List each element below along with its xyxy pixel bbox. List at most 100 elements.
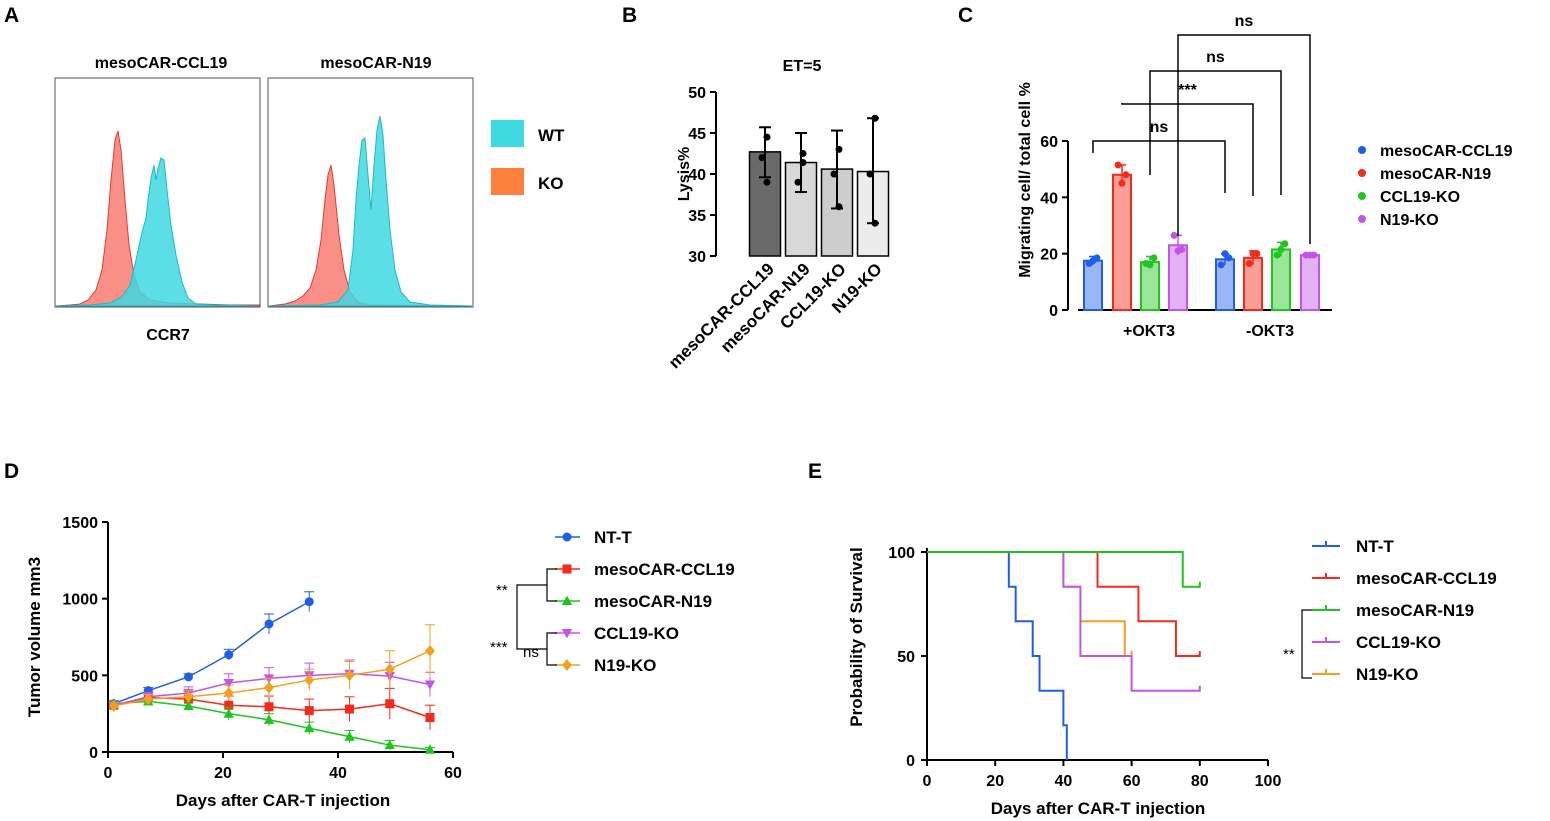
data-point bbox=[223, 708, 234, 718]
bar bbox=[1140, 261, 1160, 312]
data-point bbox=[224, 700, 234, 710]
panel-a-histograms: mesoCAR-CCL19 mesoCAR-N19 CCR7 WT KO bbox=[54, 55, 565, 344]
data-point bbox=[108, 700, 119, 712]
significance-bracket bbox=[1092, 140, 1226, 193]
x-tick-label: 100 bbox=[1255, 773, 1282, 790]
legend-marker bbox=[1358, 192, 1366, 200]
data-point bbox=[799, 150, 807, 157]
data-point bbox=[1273, 251, 1281, 259]
legend-label: NT-T bbox=[1356, 537, 1394, 556]
x-tick-label: 20 bbox=[214, 765, 232, 782]
y-tick-label: 1500 bbox=[62, 515, 98, 532]
y-tick-label: 0 bbox=[1049, 303, 1058, 320]
data-point bbox=[835, 145, 843, 153]
panel-c-migration-chart: 0 20 40 60 Migrating cell/ total cell % +OKT3… bbox=[1017, 13, 1513, 340]
legend-marker bbox=[1358, 146, 1366, 154]
data-point bbox=[1306, 251, 1314, 259]
legend-label-wt: WT bbox=[538, 126, 565, 145]
y-axis-title: Lysis% bbox=[676, 147, 693, 202]
y-tick-label: 1000 bbox=[62, 592, 98, 609]
panel-label-c: C bbox=[958, 4, 973, 27]
data-point bbox=[384, 739, 395, 750]
significance-bracket bbox=[546, 568, 557, 602]
data-point bbox=[425, 713, 435, 722]
x-tick-label: 40 bbox=[329, 765, 347, 782]
data-point bbox=[264, 702, 274, 712]
significance-label: ns bbox=[1206, 49, 1225, 66]
panel-label-a: A bbox=[4, 4, 19, 27]
data-point bbox=[304, 722, 315, 733]
y-tick-label: 50 bbox=[897, 649, 915, 666]
data-point bbox=[799, 159, 807, 167]
data-point bbox=[1089, 257, 1097, 265]
hist-wt-ccl19 bbox=[55, 157, 260, 307]
legend-label: CCL19-KO bbox=[594, 624, 679, 643]
hist-frame-n19 bbox=[267, 77, 474, 308]
data-point bbox=[304, 597, 314, 607]
y-tick-label: 30 bbox=[688, 249, 706, 266]
legend-label: mesoCAR-CCL19 bbox=[594, 560, 735, 579]
panel-label-d: D bbox=[4, 460, 19, 483]
y-tick-label: 35 bbox=[688, 208, 706, 225]
series-line bbox=[113, 601, 310, 705]
data-point bbox=[871, 114, 879, 122]
data-point bbox=[1174, 247, 1182, 255]
data-point bbox=[763, 133, 771, 141]
data-point bbox=[1217, 261, 1225, 269]
significance-bracket bbox=[1149, 70, 1282, 195]
data-point bbox=[1150, 254, 1158, 262]
data-point bbox=[1170, 231, 1178, 239]
x-tick-label: 40 bbox=[1055, 773, 1073, 790]
chart-title: ET=5 bbox=[783, 58, 822, 75]
data-point bbox=[263, 714, 275, 724]
data-point bbox=[264, 619, 274, 629]
bar bbox=[748, 151, 782, 257]
data-point bbox=[1281, 240, 1289, 248]
data-point bbox=[835, 203, 843, 211]
legend-label: mesoCAR-N19 bbox=[594, 592, 712, 611]
legend-marker bbox=[1358, 215, 1366, 223]
hist-title-n19: mesoCAR-N19 bbox=[320, 55, 431, 72]
legend-marker bbox=[562, 532, 572, 542]
legend-marker bbox=[562, 564, 572, 574]
survival-curve bbox=[927, 551, 1132, 657]
significance-bracket bbox=[1177, 34, 1311, 244]
legend-label: N19-KO bbox=[1356, 665, 1418, 684]
y-axis-title: Migrating cell/ total cell % bbox=[1017, 82, 1034, 278]
y-axis-title: Tumor volume mm3 bbox=[25, 557, 44, 717]
bar bbox=[1083, 259, 1103, 312]
data-point bbox=[425, 644, 435, 657]
data-point bbox=[424, 680, 436, 690]
data-point bbox=[763, 178, 771, 186]
data-point bbox=[1122, 171, 1130, 179]
significance-bracket bbox=[1121, 103, 1254, 196]
survival-curve bbox=[927, 551, 1068, 760]
y-tick-label: 40 bbox=[1040, 190, 1058, 207]
legend-label: mesoCAR-CCL19 bbox=[1380, 143, 1513, 160]
data-point bbox=[871, 219, 879, 227]
hist-xlabel: CCR7 bbox=[146, 327, 190, 344]
panel-e-survival-chart: 0 50 100 0 20 40 60 80 100 Days after CAR-T injec… bbox=[847, 537, 1497, 818]
x-tick-label: 0 bbox=[923, 773, 932, 790]
legend-label: mesoCAR-N19 bbox=[1356, 601, 1474, 620]
legend-label: N19-KO bbox=[1380, 212, 1439, 229]
data-point bbox=[223, 678, 234, 689]
significance-label: *** bbox=[1178, 82, 1197, 99]
y-tick-label: 20 bbox=[1040, 247, 1058, 264]
y-tick-label: 50 bbox=[688, 85, 706, 102]
data-point bbox=[866, 170, 874, 178]
legend-label: mesoCAR-CCL19 bbox=[1356, 569, 1497, 588]
y-tick-label: 0 bbox=[906, 753, 915, 770]
data-point bbox=[223, 687, 234, 699]
panel-d-tumor-volume-chart: 0 500 1000 1500 0 20 40 60 Days after CAR-T inje… bbox=[25, 515, 735, 810]
data-point bbox=[424, 744, 436, 754]
x-group-label: -OKT3 bbox=[1246, 323, 1294, 340]
data-point bbox=[1221, 250, 1229, 258]
x-tick-label: 20 bbox=[986, 773, 1004, 790]
data-point bbox=[1118, 179, 1126, 187]
y-tick-label: 45 bbox=[688, 126, 706, 143]
legend-swatch-ko bbox=[491, 168, 524, 195]
data-point bbox=[345, 704, 354, 714]
hist-title-ccl19: mesoCAR-CCL19 bbox=[95, 55, 228, 72]
